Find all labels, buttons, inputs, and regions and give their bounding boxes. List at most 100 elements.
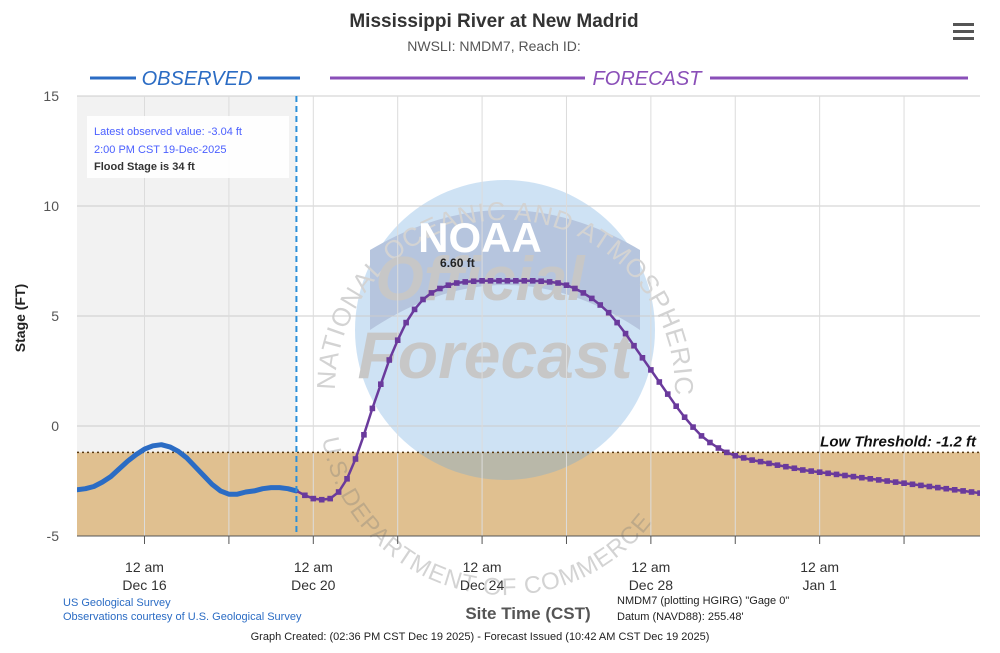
x-tick-label-time: 12 am [800,559,839,575]
y-tick-label: 5 [51,308,59,324]
forecast-point [563,282,570,288]
forecast-point [799,467,806,473]
forecast-point [816,469,823,475]
forecast-point [302,492,308,499]
x-tick-label-date: Dec 24 [460,577,505,593]
hamburger-menu-icon [953,23,974,40]
forecast-point [850,473,857,480]
x-tick-label-time: 12 am [631,559,670,575]
datum-info: Datum (NAVD88): 255.48' [617,611,744,623]
forecast-point [504,278,511,284]
forecast-point [453,280,460,286]
forecast-point [732,452,739,459]
latest-observed-value: Latest observed value: -3.04 ft [94,126,242,138]
forecast-series-line [295,279,980,501]
forecast-point [572,285,578,292]
forecast-point [884,478,890,484]
forecast-point [394,337,401,343]
watermark-logo-text: NOAA [418,214,542,261]
forecast-point [766,460,772,467]
forecast-point [529,278,536,284]
latest-value-box-bg [87,116,289,178]
y-tick-label: 15 [43,88,59,104]
forecast-point [487,278,494,284]
forecast-point [437,285,443,292]
forecast-point [724,449,730,456]
forecast-point [428,290,435,296]
forecast-point [445,282,452,288]
forecast-point [951,487,958,493]
usgs-link[interactable]: US Geological Survey [63,597,171,609]
forecast-point [791,465,798,472]
forecast-point [352,456,359,462]
forecast-point [318,496,325,503]
watermark-forecast: Forecast [357,318,635,392]
noaa-logo-bird-icon [370,210,640,330]
x-tick-label-time: 12 am [125,559,164,575]
forecast-point [369,405,376,412]
forecast-point [698,433,705,439]
forecast-point [825,470,831,477]
forecast-banner: FORECAST [330,68,968,90]
forecast-point [867,476,874,482]
forecast-point [513,278,519,284]
forecast-point [715,445,722,451]
latest-value-box: Latest observed value: -3.04 ft 2:00 PM … [87,116,289,178]
x-tick-label-date: Jan 1 [803,577,837,593]
graph-created-text: Graph Created: (02:36 PM CST Dec 19 2025… [251,631,710,643]
chart-subtitle: NWSLI: NMDM7, Reach ID: [407,38,580,54]
forecast-point [757,458,764,465]
forecast-point [470,278,477,285]
chart-menu-button[interactable] [945,17,983,49]
forecast-point [403,319,409,326]
forecast-point [605,309,612,316]
forecast-point [808,468,815,474]
y-tick-label: -5 [47,528,60,544]
y-tick-label: 10 [43,198,59,214]
forecast-point [842,472,848,479]
forecast-point [496,278,502,284]
forecast-point [344,476,350,482]
forecast-point [614,319,620,326]
forecast-point [648,367,654,373]
forecast-point [943,485,950,492]
forecast-point [327,495,333,502]
forecast-point [935,484,941,491]
forecast-point [462,279,469,285]
forecast-point [892,479,899,485]
forecast-point [420,296,426,303]
forecast-point [310,495,317,502]
forecast-point [639,355,646,361]
chart-title: Mississippi River at New Madrid [349,11,638,32]
forecast-point [707,439,713,446]
forecast-point [479,278,485,284]
forecast-point [749,457,755,463]
observed-banner: OBSERVED [90,68,300,90]
forecast-point [918,482,924,489]
x-tick-label-date: Dec 28 [629,577,674,593]
x-axis-title: Site Time (CST) [465,604,590,623]
y-tick-label: 0 [51,418,59,434]
forecast-point [631,342,637,349]
low-threshold-label: Low Threshold: -1.2 ft [820,433,977,450]
crest-label: 6.60 ft [440,256,475,270]
gage-info: NMDM7 (plotting HGIRG) "Gage 0" [617,595,789,607]
forecast-point [968,489,975,495]
forecast-point [740,455,747,461]
forecast-point [960,488,966,494]
forecast-point [555,280,561,286]
usgs-courtesy-link[interactable]: Observations courtesy of U.S. Geological… [63,611,302,623]
forecast-point [875,477,882,483]
forecast-point [546,279,553,285]
forecast-label: FORECAST [593,68,704,90]
flood-stage-text: Flood Stage is 34 ft [94,161,195,173]
forecast-point [833,471,840,478]
forecast-point [538,278,544,285]
forecast-point [378,381,384,387]
forecast-point [681,414,688,420]
x-tick-label-time: 12 am [463,559,502,575]
forecast-point [673,403,679,409]
forecast-point [926,483,933,490]
